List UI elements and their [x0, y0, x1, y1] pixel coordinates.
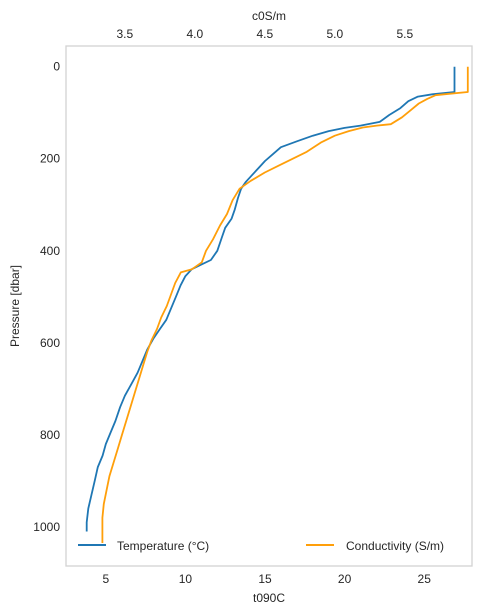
- x-top-tick-label: 5.0: [326, 27, 343, 41]
- temperature-series-line: [85, 66, 456, 532]
- x-top-tick-label: 3.5: [116, 27, 133, 41]
- x-bottom-tick-label: 10: [179, 572, 193, 586]
- legend: Temperature (°C) Conductivity (S/m): [78, 539, 444, 553]
- x-bottom-tick-label: 5: [102, 572, 109, 586]
- x-bottom-tick-label: 15: [258, 572, 272, 586]
- x-top-tick-label: 5.5: [396, 27, 413, 41]
- bottom-tick-labels: 5 10 15 20 25: [102, 572, 431, 586]
- plot-frame: [65, 45, 473, 567]
- x-top-tick-label: 4.5: [256, 27, 273, 41]
- y-tick-label: 400: [40, 244, 60, 258]
- y-tick-label: 1000: [33, 520, 60, 534]
- x-bottom-tick-label: 20: [338, 572, 352, 586]
- y-tick-label: 200: [40, 152, 60, 166]
- x-top-tick-label: 4.0: [186, 27, 203, 41]
- y-axis-label: Pressure [dbar]: [8, 265, 22, 347]
- legend-label-conductivity: Conductivity (S/m): [346, 539, 444, 553]
- y-tick-label: 0: [53, 60, 60, 74]
- y-tick-label: 800: [40, 428, 60, 442]
- y-tick-label: 600: [40, 336, 60, 350]
- top-tick-labels: 3.5 4.0 4.5 5.0 5.5: [116, 27, 413, 41]
- plot-lines: [85, 66, 469, 543]
- conductivity-series-line: [101, 66, 469, 543]
- left-tick-labels: 0 200 400 600 800 1000: [33, 60, 60, 534]
- x-axis-label-top: c0S/m: [252, 9, 286, 23]
- x-axis-label-bottom: t090C: [253, 591, 285, 605]
- x-bottom-tick-label: 25: [418, 572, 432, 586]
- legend-label-temperature: Temperature (°C): [117, 539, 209, 553]
